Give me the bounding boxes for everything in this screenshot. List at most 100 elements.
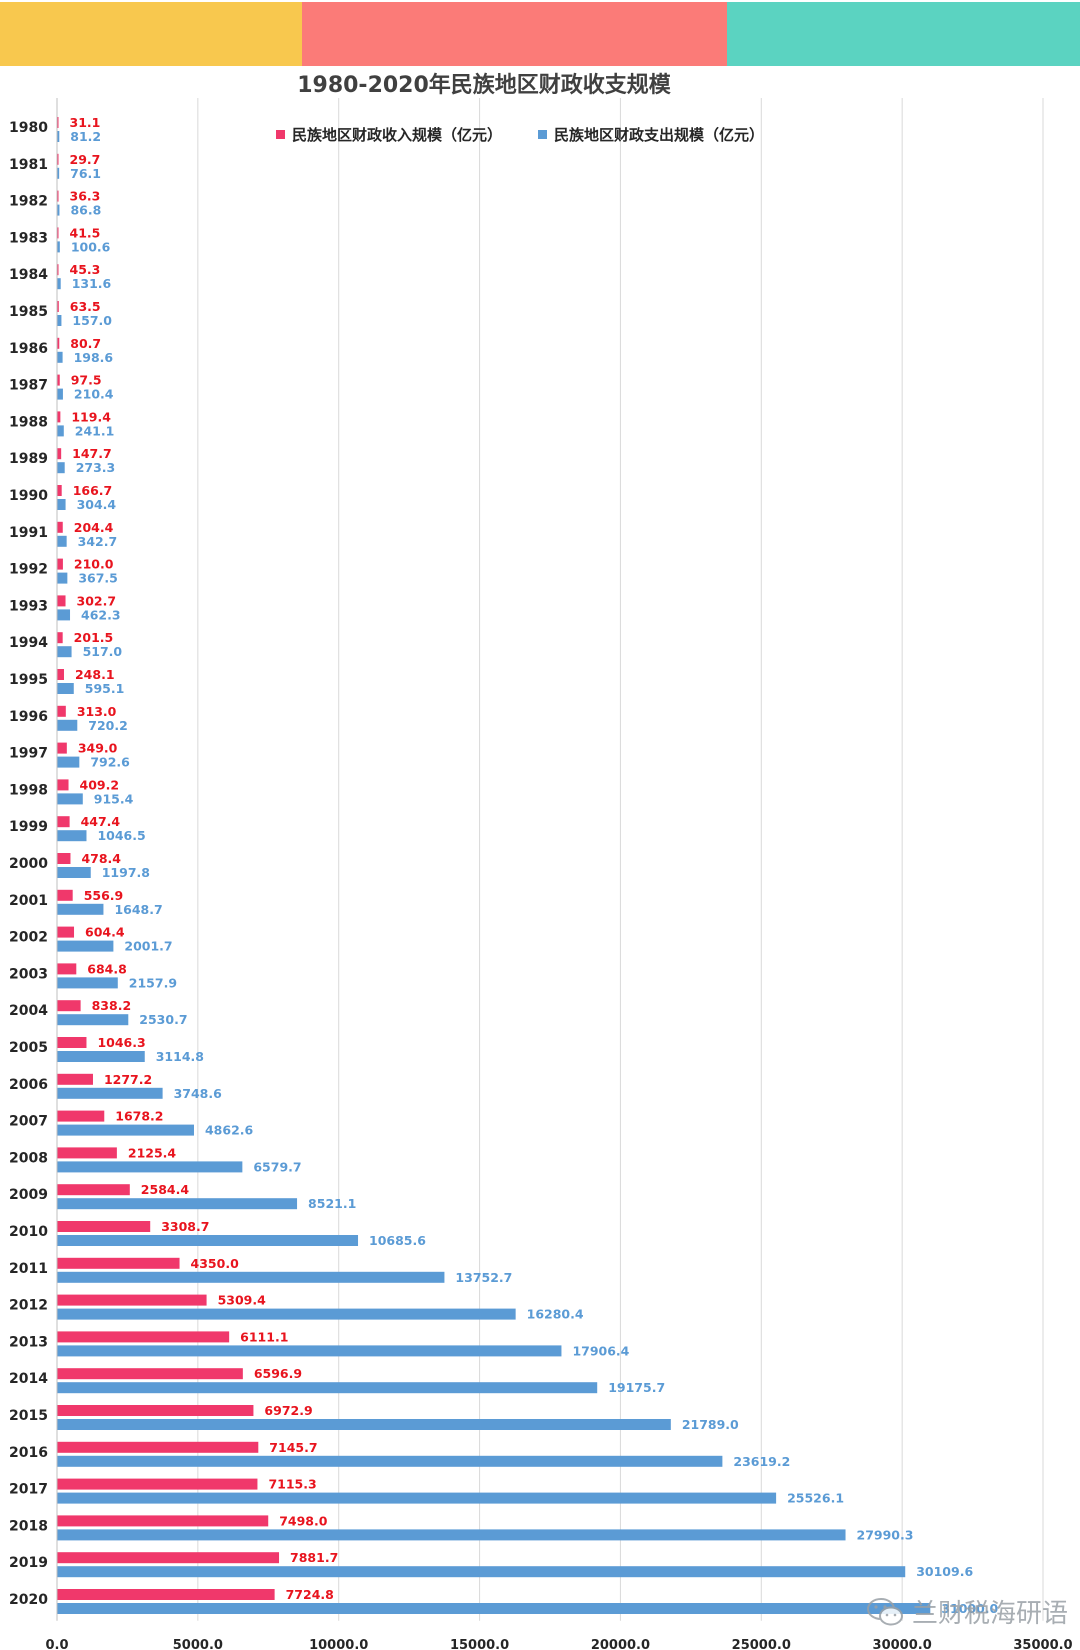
expenditure-bar (57, 351, 63, 363)
expenditure-bar (57, 1235, 359, 1246)
y-tick-label: 1988 (9, 414, 48, 430)
legend-swatch (276, 130, 285, 139)
revenue-bar (57, 1147, 117, 1159)
expenditure-bar (57, 1345, 562, 1357)
expenditure-bar (57, 1419, 671, 1430)
legend-label: 民族地区财政收入规模（亿元） (292, 126, 502, 144)
revenue-data-label: 166.7 (73, 483, 113, 498)
expenditure-bar (57, 425, 64, 437)
revenue-bar (57, 1257, 180, 1269)
y-tick-label: 2011 (9, 1261, 48, 1277)
expenditure-bar (57, 609, 71, 621)
y-tick-label: 2004 (9, 1003, 48, 1019)
expenditure-bar (57, 241, 60, 253)
y-tick-label: 1987 (9, 378, 48, 394)
y-tick-label: 1994 (9, 635, 48, 651)
expenditure-bar (57, 1087, 163, 1099)
y-tick-label: 2010 (9, 1224, 48, 1240)
y-tick-label: 2013 (9, 1334, 48, 1350)
expenditure-bar (57, 867, 91, 878)
expenditure-data-label: 31000.0 (941, 1601, 998, 1616)
y-tick-label: 2003 (9, 966, 48, 982)
bars (57, 117, 931, 1614)
revenue-data-label: 3308.7 (161, 1219, 209, 1234)
expenditure-data-label: 462.3 (81, 607, 121, 622)
revenue-bar (57, 1294, 207, 1306)
expenditure-bar (57, 572, 68, 584)
expenditure-data-label: 2001.7 (124, 939, 172, 954)
expenditure-bar (57, 940, 114, 952)
expenditure-data-label: 86.8 (70, 203, 101, 218)
expenditure-data-label: 3114.8 (156, 1049, 204, 1064)
expenditure-data-label: 4862.6 (205, 1123, 254, 1138)
y-tick-label: 1986 (9, 341, 48, 357)
revenue-bar (57, 742, 67, 754)
revenue-bar (57, 853, 71, 864)
expenditure-bar (57, 903, 104, 915)
revenue-data-label: 838.2 (92, 998, 132, 1013)
revenue-data-label: 302.7 (77, 593, 117, 608)
revenue-data-label: 5309.4 (218, 1293, 267, 1308)
revenue-data-label: 2584.4 (141, 1182, 190, 1197)
expenditure-bar (57, 1271, 445, 1283)
banner-segment-red (302, 2, 727, 66)
revenue-data-label: 41.5 (70, 225, 101, 240)
revenue-bar (57, 1110, 105, 1122)
expenditure-bar (57, 646, 72, 658)
watermark: 兰财税海研语 (866, 1593, 1068, 1630)
expenditure-data-label: 76.1 (70, 166, 101, 181)
expenditure-bar (57, 278, 61, 290)
legend-label: 民族地区财政支出规模（亿元） (554, 126, 764, 144)
revenue-data-label: 556.9 (84, 888, 124, 903)
expenditure-bar (57, 1014, 129, 1026)
expenditure-data-label: 198.6 (74, 350, 114, 365)
y-axis: 1980 1981 1982 1983 1984 1985 1986 1987 1988 1989… (9, 98, 58, 1621)
expenditure-bar (57, 167, 60, 179)
revenue-data-label: 409.2 (80, 777, 120, 792)
revenue-bar (57, 1221, 151, 1232)
revenue-bar (57, 1331, 230, 1343)
revenue-data-label: 7145.7 (269, 1440, 317, 1455)
revenue-data-label: 97.5 (71, 373, 102, 388)
revenue-bar (57, 926, 75, 938)
gridlines (197, 98, 1044, 1621)
expenditure-data-label: 8521.1 (308, 1196, 356, 1211)
expenditure-data-label: 27990.3 (857, 1527, 914, 1542)
x-tick-label: 30000.0 (873, 1638, 932, 1650)
revenue-bar (57, 190, 59, 202)
y-tick-label: 1992 (9, 562, 48, 578)
y-tick-label: 1980 (9, 120, 48, 136)
revenue-data-label: 63.5 (70, 299, 101, 314)
y-tick-label: 1993 (9, 598, 48, 614)
expenditure-bar (57, 683, 74, 694)
revenue-bar (57, 1368, 243, 1380)
revenue-bar (57, 448, 62, 460)
expenditure-data-label: 19175.7 (608, 1380, 665, 1395)
revenue-data-label: 201.5 (74, 630, 114, 645)
revenue-data-label: 29.7 (70, 152, 101, 167)
y-tick-label: 1991 (9, 525, 48, 541)
expenditure-bar (57, 1382, 598, 1394)
x-tick-label: 35000.0 (1013, 1638, 1072, 1650)
banner-segment-teal (727, 2, 1080, 66)
expenditure-bar (57, 388, 63, 400)
y-tick-label: 2005 (9, 1040, 48, 1056)
y-tick-label: 2009 (9, 1187, 48, 1203)
revenue-data-label: 45.3 (70, 262, 101, 277)
expenditure-data-label: 131.6 (72, 276, 112, 291)
watermark-text: 兰财税海研语 (911, 1599, 1068, 1629)
revenue-data-label: 1277.2 (104, 1072, 152, 1087)
expenditure-data-label: 25526.1 (787, 1491, 844, 1506)
expenditure-bar (57, 793, 83, 805)
revenue-data-label: 313.0 (77, 704, 117, 719)
revenue-data-label: 6596.9 (254, 1366, 302, 1381)
revenue-data-label: 31.1 (70, 115, 101, 130)
legend-swatch (538, 130, 547, 139)
revenue-data-label: 7115.3 (268, 1477, 316, 1492)
expenditure-data-label: 595.1 (85, 681, 125, 696)
expenditure-bar (57, 204, 60, 216)
x-tick-label: 10000.0 (309, 1638, 368, 1650)
revenue-data-label: 1678.2 (115, 1109, 163, 1124)
y-tick-label: 2012 (9, 1298, 48, 1314)
